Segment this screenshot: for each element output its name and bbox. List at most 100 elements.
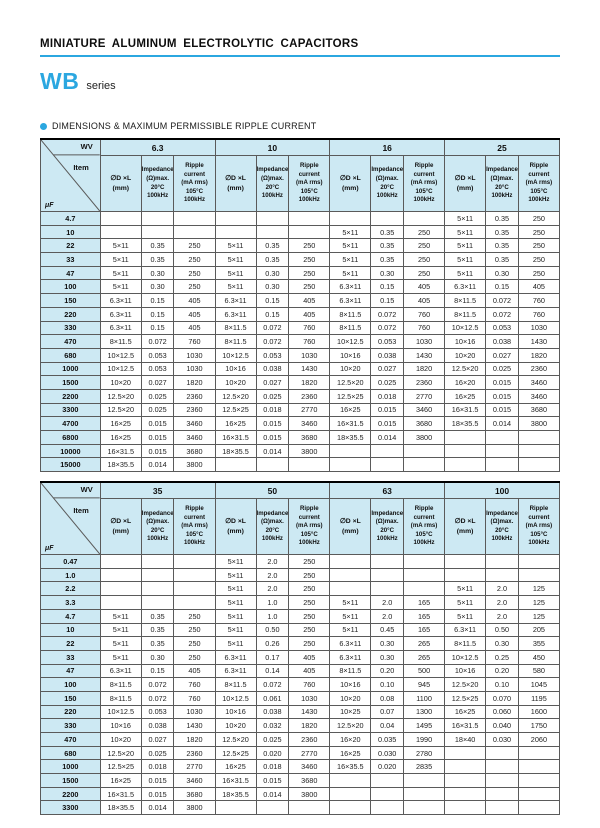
case-size-cell: 12.5×25 (329, 388, 372, 404)
case-size-cell (444, 554, 487, 569)
capacitance-value-cell: 1000 (40, 361, 101, 377)
corner-item-label: Item (73, 506, 89, 516)
ripple-current-cell: 1300 (403, 704, 446, 720)
ripple-current-cell (173, 581, 216, 597)
table-row: 3300 18×35.5 0.014 3800 (40, 800, 561, 816)
size-column-header: ∅D ×L (mm) (444, 155, 487, 212)
case-size-cell: 5×11 (444, 211, 487, 226)
table-row: 100 8×11.5 0.072 760 8×11.5 0.072 760 10×16 0.10… (40, 677, 561, 692)
ripple-current-cell: 250 (288, 279, 331, 295)
ripple-current-cell: 3680 (288, 773, 331, 788)
ripple-current-cell: 250 (173, 265, 216, 281)
impedance-cell: 0.038 (255, 361, 290, 377)
voltage-header: 10 (214, 138, 331, 156)
ripple-current-cell: 2360 (403, 375, 446, 390)
case-size-cell: 8×11.5 (99, 690, 142, 706)
ripple-current-cell: 165 (403, 595, 446, 610)
ripple-current-cell: 1100 (403, 690, 446, 706)
case-size-cell: 16×31.5 (99, 786, 142, 802)
ripple-current-cell: 3460 (173, 430, 216, 445)
capacitance-value-cell: 4.7 (40, 608, 101, 624)
impedance-cell: 0.08 (370, 690, 405, 706)
table-row: 47 6.3×11 0.15 405 6.3×11 0.14 405 8×11.5 0.20 50… (40, 663, 561, 679)
ripple-current-cell: 250 (403, 252, 446, 267)
size-column-header: ∅D ×L (mm) (99, 155, 142, 212)
impedance-cell (255, 457, 290, 473)
ripple-current-cell: 760 (173, 677, 216, 692)
table-row: 150 6.3×11 0.15 405 6.3×11 0.15 405 6.3×11 0.15 4… (40, 293, 561, 308)
voltage-header: 100 (444, 481, 560, 500)
impedance-cell: 0.15 (140, 293, 175, 308)
case-size-cell: 5×11 (99, 608, 142, 624)
case-size-cell (214, 224, 257, 240)
case-size-cell: 5×11 (214, 554, 257, 569)
impedance-cell: 0.053 (485, 320, 519, 336)
case-size-cell: 12.5×20 (444, 361, 487, 377)
ripple-current-cell: 250 (173, 608, 216, 624)
ripple-current-cell: 760 (288, 320, 331, 336)
case-size-cell: 5×11 (99, 265, 142, 281)
ripple-current-cell (517, 745, 561, 761)
series-suffix-label: series (86, 80, 116, 92)
impedance-cell: 0.30 (370, 636, 405, 651)
case-size-cell: 5×11 (329, 238, 372, 254)
case-size-cell: 10×12.5 (444, 649, 487, 665)
impedance-cell: 0.015 (255, 416, 290, 431)
case-size-cell: 10×16 (214, 361, 257, 377)
ripple-current-cell: 2770 (403, 388, 446, 404)
diagonal-divider (41, 140, 100, 211)
ripple-current-cell (517, 786, 561, 802)
capacitance-value-cell: 4.7 (40, 211, 101, 226)
impedance-cell (370, 554, 405, 569)
ripple-current-cell (173, 567, 216, 583)
ripple-current-cell: 2835 (403, 759, 446, 775)
ripple-current-cell (173, 595, 216, 610)
ripple-current-cell: 1030 (173, 704, 216, 720)
ripple-current-cell: 3460 (288, 416, 331, 431)
ripple-current-cell: 250 (517, 238, 561, 254)
case-size-cell: 10×16 (444, 334, 487, 349)
impedance-cell: 0.015 (255, 430, 290, 445)
impedance-cell: 0.025 (255, 388, 290, 404)
ripple-current-cell: 1820 (288, 375, 331, 390)
case-size-cell (99, 581, 142, 597)
case-size-cell: 10×12.5 (99, 361, 142, 377)
case-size-cell: 18×40 (444, 732, 487, 747)
case-size-cell (329, 773, 372, 788)
ripple-current-cell (517, 443, 561, 459)
impedance-cell: 0.35 (485, 211, 519, 226)
impedance-cell: 0.018 (140, 759, 175, 775)
impedance-cell: 0.15 (370, 279, 405, 295)
table-row: 330 10×16 0.038 1430 10×20 0.032 1820 12.5×20 0.… (40, 718, 561, 733)
ripple-current-cell: 1045 (517, 677, 561, 692)
impedance-cell: 0.072 (485, 306, 519, 322)
ripple-column-header: Ripple current (mA rms) 105°C 100kHz (288, 498, 331, 556)
case-size-cell (444, 443, 487, 459)
ripple-current-cell (403, 581, 446, 597)
ripple-current-cell: 760 (288, 334, 331, 349)
impedance-cell (370, 211, 405, 226)
case-size-cell: 16×25 (329, 745, 372, 761)
ripple-current-cell: 3800 (403, 430, 446, 445)
case-size-cell (329, 786, 372, 802)
capacitance-value-cell: 22 (40, 238, 101, 254)
page-title: MINIATURE ALUMINUM ELECTROLYTIC CAPACITO… (40, 38, 560, 57)
impedance-cell: 0.30 (370, 265, 405, 281)
ripple-current-cell: 3800 (517, 416, 561, 431)
case-size-cell: 5×11 (329, 252, 372, 267)
impedance-cell: 0.50 (485, 622, 519, 638)
impedance-cell: 0.014 (140, 800, 175, 816)
impedance-cell (255, 211, 290, 226)
impedance-cell: 0.025 (370, 375, 405, 390)
impedance-cell: 0.038 (485, 334, 519, 349)
impedance-cell: 0.015 (485, 388, 519, 404)
impedance-cell: 0.35 (485, 238, 519, 254)
impedance-cell (485, 800, 519, 816)
impedance-cell: 0.053 (140, 361, 175, 377)
impedance-cell (370, 800, 405, 816)
case-size-cell: 5×11 (99, 252, 142, 267)
impedance-column-header: Impedance (Ω)max. 20°C 100kHz (370, 498, 405, 556)
case-size-cell: 16×31.5 (99, 443, 142, 459)
impedance-cell: 0.061 (255, 690, 290, 706)
